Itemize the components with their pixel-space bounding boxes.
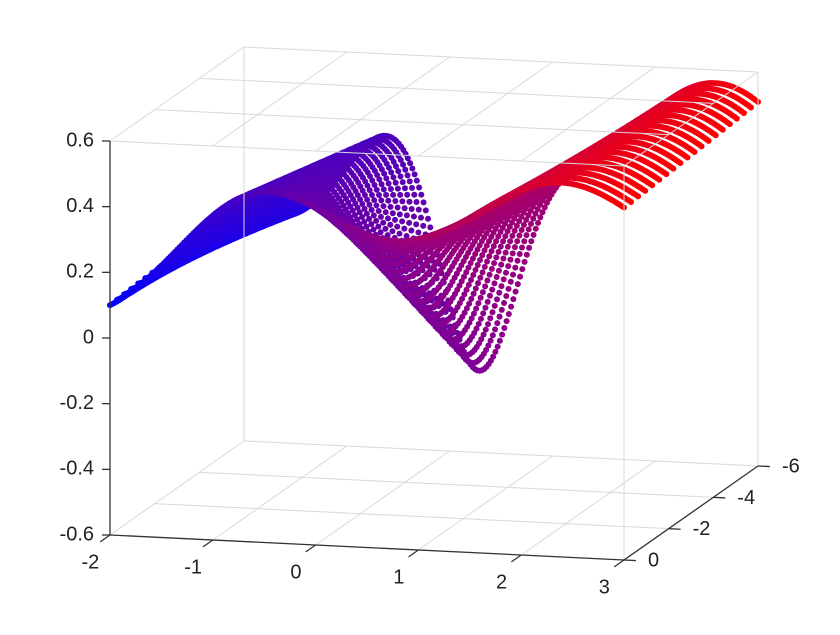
svg-text:0: 0 [648, 549, 659, 571]
svg-text:0.2: 0.2 [66, 261, 94, 283]
svg-text:-0.6: -0.6 [60, 523, 94, 545]
svg-text:0: 0 [83, 326, 94, 348]
svg-text:-2: -2 [81, 551, 99, 573]
svg-text:3: 3 [599, 576, 610, 598]
svg-text:-2: -2 [693, 518, 711, 540]
svg-text:2: 2 [496, 571, 507, 593]
svg-text:-1: -1 [184, 556, 202, 578]
svg-text:-0.4: -0.4 [60, 458, 94, 480]
svg-text:-4: -4 [737, 487, 755, 509]
svg-text:0.6: 0.6 [66, 129, 94, 151]
svg-text:0: 0 [290, 561, 301, 583]
svg-text:-0.2: -0.2 [60, 392, 94, 414]
svg-text:1: 1 [393, 566, 404, 588]
svg-text:-6: -6 [782, 455, 800, 477]
svg-text:0.4: 0.4 [66, 195, 94, 217]
